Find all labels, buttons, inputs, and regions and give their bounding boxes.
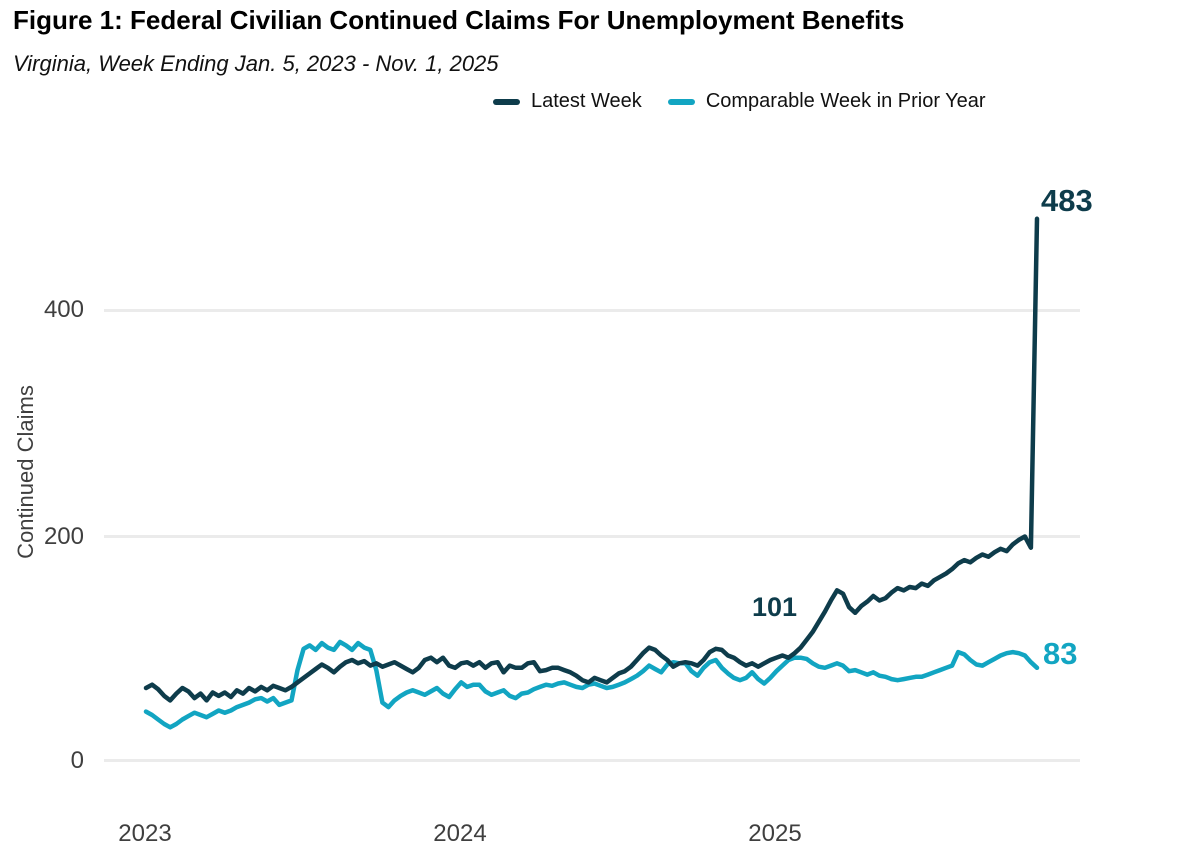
gridline-200 [104, 535, 1080, 538]
y-tick-0: 0 [70, 747, 84, 774]
y-tick-400: 400 [43, 296, 84, 323]
x-tick-2024: 2024 [433, 820, 487, 847]
gridline-0 [104, 759, 1080, 762]
legend-swatch-prior-year [667, 98, 695, 105]
legend-label-latest-week: Latest Week [531, 90, 642, 112]
annotation-101: 101 [752, 592, 798, 622]
x-tick-2025: 2025 [748, 820, 802, 847]
gridline-400 [104, 309, 1080, 312]
x-tick-2023: 2023 [118, 820, 172, 847]
figure-title: Figure 1: Federal Civilian Continued Cla… [13, 5, 905, 35]
series-line-comparable-week-in-prior-year [143, 639, 1040, 730]
series-line-latest-week [143, 216, 1040, 703]
legend-swatch-latest-week [493, 98, 520, 105]
annotation-83: 83 [1043, 636, 1078, 671]
figure-subtitle: Virginia, Week Ending Jan. 5, 2023 - Nov… [13, 51, 499, 76]
legend-item-latest-week: Latest Week [493, 90, 642, 113]
annotation-483: 483 [1041, 183, 1093, 218]
legend-label-prior-year: Comparable Week in Prior Year [705, 90, 986, 112]
legend: Latest Week Comparable Week in Prior Yea… [493, 90, 986, 113]
y-tick-200: 200 [43, 523, 84, 550]
legend-item-prior-year: Comparable Week in Prior Year [667, 90, 986, 113]
